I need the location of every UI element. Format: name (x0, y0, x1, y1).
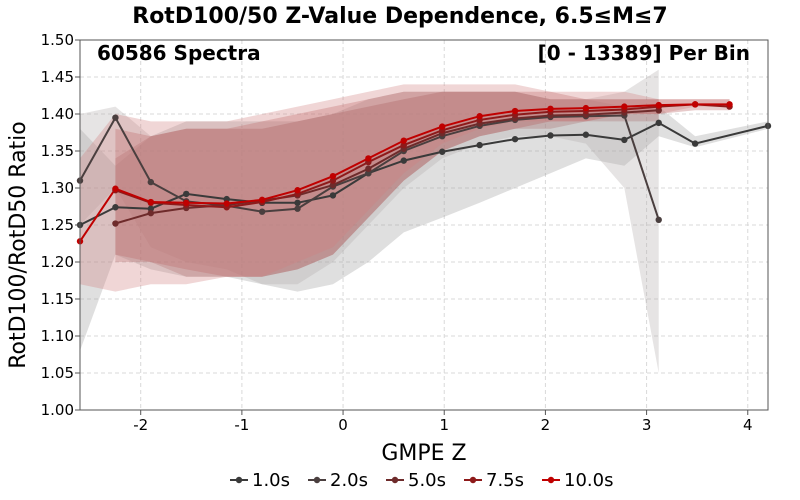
point-1.0s (183, 190, 190, 198)
band-1.0s (80, 91, 768, 351)
legend-swatch-marker (469, 476, 477, 484)
y-tick-label: 1.45 (41, 68, 74, 86)
point-10.0s (511, 107, 519, 115)
legend-entry-2.0s: 2.0s (330, 470, 368, 491)
point-2.0s (655, 216, 662, 224)
y-axis-ticks: 1.00 1.05 1.10 1.15 1.20 1.25 1.30 1.35 1.40 1.45… (41, 31, 80, 419)
confidence-bands (80, 69, 768, 373)
point-10.0s (365, 155, 372, 162)
point-1.0s (400, 157, 407, 164)
legend-entry-1.0s: 1.0s (252, 470, 290, 491)
point-1.0s (691, 140, 699, 147)
point-10.0s (400, 137, 407, 144)
band-5.0s (115, 91, 659, 277)
point-5.0s (112, 220, 119, 227)
annotation-spectra-count: 60586 Spectra (97, 41, 261, 65)
point-1.0s (547, 132, 554, 139)
legend-entry-10.0s: 10.0s (564, 470, 613, 491)
y-tick-label: 1.00 (41, 401, 74, 419)
x-tick-label: 1 (439, 416, 449, 434)
band-10.0s (80, 84, 730, 292)
point-10.0s (223, 200, 230, 207)
point-1.0s (294, 199, 301, 206)
y-tick-label: 1.30 (41, 179, 74, 197)
annotation-bin-range: [0 - 13389] Per Bin (538, 41, 750, 65)
y-tick-label: 1.05 (41, 364, 74, 382)
point-1.0s (511, 135, 519, 143)
point-7.5s (329, 177, 337, 184)
point-2.0s (147, 178, 155, 186)
point-5.0s (147, 209, 155, 217)
legend-swatch-marker (235, 476, 243, 484)
point-1.0s (112, 204, 119, 211)
legend-swatch-marker (313, 476, 321, 484)
point-2.0s (294, 205, 301, 212)
y-tick-label: 1.15 (41, 290, 74, 308)
point-7.5s (400, 141, 407, 149)
y-axis-label: RotD100/RotD50 Ratio (6, 121, 31, 369)
point-10.0s (547, 105, 554, 113)
x-tick-label: -1 (234, 416, 249, 434)
x-axis-ticks: -2 -1 0 1 2 3 4 (133, 410, 753, 434)
point-10.0s (582, 104, 590, 112)
series-line-7.5s (115, 103, 730, 209)
y-tick-label: 1.50 (41, 31, 74, 49)
point-1.0s (621, 136, 628, 144)
point-1.0s (476, 141, 483, 149)
point-1.0s (439, 148, 446, 155)
point-10.0s (655, 101, 662, 109)
y-tick-label: 1.20 (41, 253, 74, 271)
point-10.0s (476, 113, 483, 120)
point-1.0s (329, 192, 337, 199)
point-10.0s (329, 172, 337, 180)
chart-title: RotD100/50 Z-Value Dependence, 6.5≤M≤7 (132, 4, 667, 29)
point-1.0s (582, 131, 590, 138)
y-tick-label: 1.40 (41, 105, 74, 123)
y-tick-label: 1.10 (41, 327, 74, 345)
legend-entry-5.0s: 5.0s (408, 470, 446, 491)
point-2.0s (112, 114, 119, 121)
x-tick-label: 0 (338, 416, 348, 434)
y-tick-label: 1.35 (41, 142, 74, 160)
band-2.0s (80, 69, 659, 373)
point-10.0s (691, 101, 699, 108)
point-1.0s (655, 119, 662, 127)
point-2.0s (365, 170, 372, 177)
point-10.0s (621, 103, 628, 110)
point-10.0s (183, 199, 190, 206)
point-10.0s (294, 187, 301, 194)
point-5.0s (365, 165, 372, 172)
x-tick-label: 3 (642, 416, 652, 434)
point-1.0s (147, 205, 155, 212)
point-10.0s (147, 198, 155, 206)
legend-swatch-marker (547, 476, 555, 484)
point-1.0s (223, 195, 230, 203)
y-tick-label: 1.25 (41, 216, 74, 234)
legend-swatch-marker (391, 476, 399, 484)
band-7.5s (115, 91, 730, 277)
legend-entry-7.5s: 7.5s (486, 470, 524, 491)
point-10.0s (439, 123, 446, 130)
legend: 1.0s 2.0s 5.0s 7.5s 10.0s (230, 470, 613, 491)
point-10.0s (258, 196, 266, 204)
x-tick-label: -2 (133, 416, 148, 434)
point-2.0s (258, 208, 266, 215)
x-tick-label: 4 (743, 416, 753, 434)
x-tick-label: 2 (541, 416, 551, 434)
point-5.0s (329, 181, 337, 189)
point-10.0s (726, 101, 733, 108)
x-axis-label: GMPE Z (381, 441, 466, 466)
point-10.0s (112, 185, 119, 192)
